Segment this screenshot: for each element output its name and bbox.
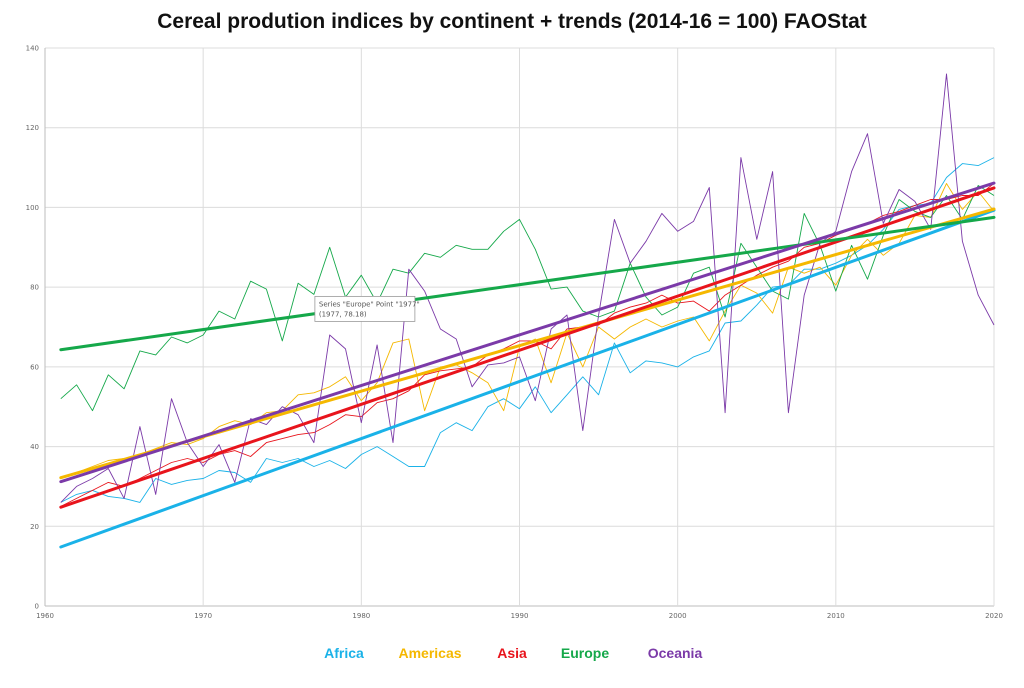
x-tick-label: 2000 [669, 612, 687, 620]
chart-title: Cereal prodution indices by continent + … [157, 10, 867, 33]
y-tick-label: 40 [30, 443, 39, 451]
y-tick-label: 0 [35, 603, 39, 611]
legend-entry-asia: Asia [497, 645, 527, 661]
legend-entry-africa: Africa [324, 645, 364, 661]
x-tick-label: 2010 [827, 612, 845, 620]
trendline-oceania [59, 181, 996, 484]
tooltip-line-1: Series "Europe" Point "1977" [319, 300, 420, 308]
y-tick-label: 60 [30, 363, 39, 371]
trendline-layer [59, 181, 996, 549]
trendline-africa [59, 208, 996, 549]
x-tick-label: 1990 [511, 612, 529, 620]
legend-entry-oceania: Oceania [648, 645, 703, 661]
series-layer [60, 73, 995, 507]
x-tick-label: 1980 [352, 612, 370, 620]
x-tick-label: 1960 [36, 612, 54, 620]
tooltip: Series "Europe" Point "1977" (1977, 78.18… [314, 295, 420, 322]
grid-layer [44, 47, 995, 607]
y-tick-label: 100 [26, 204, 39, 212]
tooltip-box [314, 295, 416, 322]
legend: Africa Americas Asia Europe Oceania [324, 645, 702, 661]
axis-layer: 0 20 40 60 80 100 120 140 1960 1970 1980 1990 2000 20… [26, 45, 1003, 621]
trendline-europe [59, 215, 996, 352]
series-line-europe [60, 185, 995, 412]
series-line-africa [60, 157, 995, 503]
y-tick-label: 20 [30, 523, 39, 531]
legend-entry-americas: Americas [398, 645, 461, 661]
tooltip-line-2: (1977, 78.18) [319, 310, 367, 318]
y-tick-label: 120 [26, 124, 39, 132]
x-tick-label: 2020 [985, 612, 1003, 620]
y-tick-label: 80 [30, 284, 39, 292]
legend-entry-europe: Europe [561, 645, 609, 661]
x-tick-label: 1970 [194, 612, 212, 620]
y-tick-label: 140 [26, 45, 39, 53]
trendline-asia [59, 186, 996, 509]
